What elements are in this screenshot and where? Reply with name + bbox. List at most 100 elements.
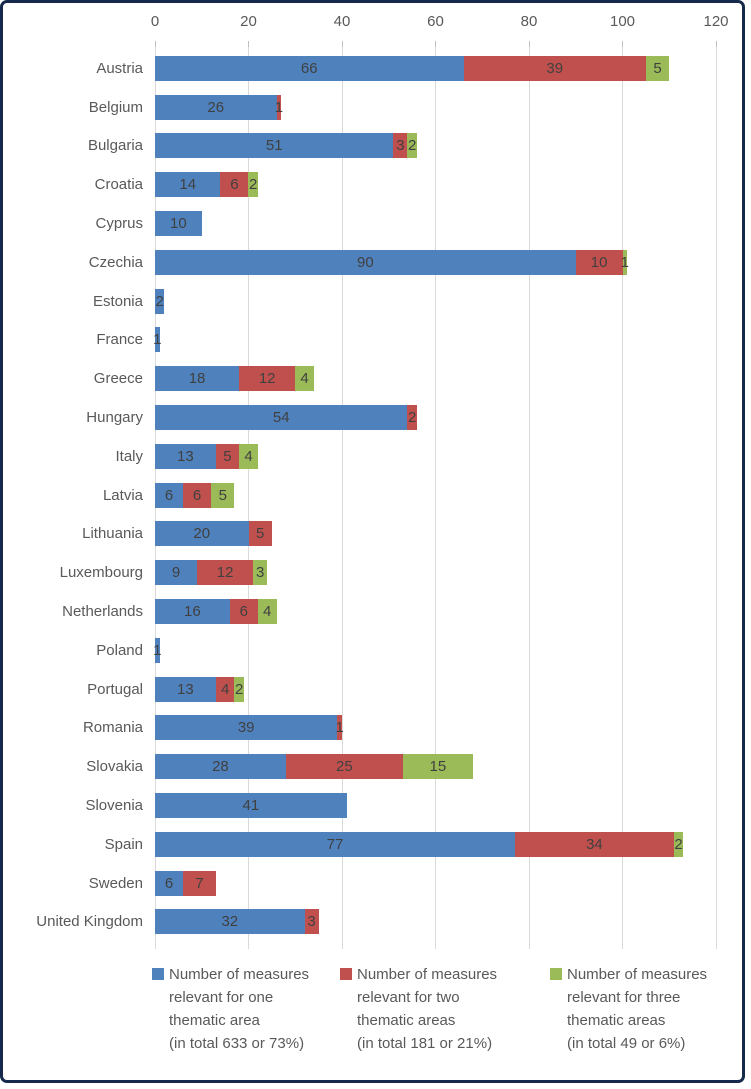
- bar-value-label: 6: [164, 874, 174, 892]
- bar-track: 18 12 4: [155, 366, 716, 392]
- bar-value-label: 41: [242, 797, 260, 815]
- category-label: Belgium: [88, 98, 143, 116]
- table-row: Lithuania 20 5: [3, 515, 716, 554]
- bar-value-label: 2: [155, 292, 164, 310]
- bar-segment: 77: [155, 831, 515, 857]
- bar-value-label: 5: [653, 59, 662, 77]
- bar-value-label: 10: [170, 215, 187, 233]
- bar-track: 16 6 4: [155, 599, 716, 625]
- category-label: Romania: [82, 719, 143, 737]
- bar-segment: 12: [239, 366, 296, 392]
- bar-segment: 66: [155, 55, 464, 81]
- bar-value-label: 34: [586, 835, 603, 853]
- bar-value-label: 10: [590, 253, 608, 271]
- gridline: [528, 47, 530, 949]
- bar-segment: 25: [285, 754, 403, 780]
- bar-value-label: 7: [195, 874, 204, 892]
- axis-tick-mark: [622, 41, 623, 47]
- bar-rows: Austria 66 39 5 Belgium 26 1 Bulgaria 51 3 2 Croati…: [3, 49, 716, 941]
- bar-track: 28 25 15: [155, 754, 716, 780]
- bar-value-label: 25: [335, 758, 353, 776]
- bar-value-label: 6: [164, 486, 174, 504]
- category-label: Cyprus: [95, 215, 143, 233]
- table-row: Italy 13 5 4: [3, 437, 716, 476]
- bar-value-label: 20: [193, 525, 211, 543]
- table-row: Austria 66 39 5: [3, 49, 716, 88]
- table-row: Estonia 2: [3, 282, 716, 321]
- bar-segment: 5: [211, 482, 235, 508]
- bar-segment: 54: [155, 405, 408, 431]
- bar-value-label: 5: [223, 447, 232, 465]
- table-row: Hungary 54 2: [3, 398, 716, 437]
- bar-value-label: 4: [263, 603, 272, 621]
- x-axis-tick-label: 120: [703, 13, 729, 30]
- bar-segment: 9: [155, 560, 198, 586]
- table-row: Croatia 14 6 2: [3, 165, 716, 204]
- table-row: United Kingdom 32 3: [3, 903, 716, 942]
- bar-track: 1: [153, 637, 716, 663]
- category-label: Sweden: [88, 874, 143, 892]
- table-row: France 1: [3, 321, 716, 360]
- legend-label-line: Number of measures: [357, 966, 498, 983]
- bar-value-label: 51: [265, 137, 283, 155]
- category-label: Luxembourg: [59, 564, 143, 582]
- category-label: Italy: [115, 447, 143, 465]
- bar-segment: 2: [234, 676, 244, 702]
- bar-value-label: 1: [620, 253, 630, 271]
- bar-value-label: 2: [407, 137, 417, 155]
- legend-swatch: [550, 968, 562, 980]
- bar-value-label: 54: [272, 409, 290, 427]
- bar-track: 32 3: [155, 909, 716, 935]
- bar-value-label: 3: [396, 137, 405, 155]
- bar-segment: 1: [620, 249, 630, 275]
- bar-value-label: 1: [274, 98, 284, 116]
- bar-segment: 2: [673, 831, 684, 857]
- category-label: Portugal: [87, 680, 143, 698]
- axis-tick-mark: [341, 41, 343, 47]
- table-row: Romania 39 1: [3, 709, 716, 748]
- bar-segment: 16: [155, 599, 230, 625]
- bar-value-label: 2: [234, 680, 244, 698]
- bar-segment: 51: [155, 133, 394, 159]
- bar-value-label: 4: [220, 680, 230, 698]
- bar-segment: 3: [393, 133, 408, 159]
- category-label: Estonia: [92, 292, 143, 310]
- bar-segment: 18: [155, 366, 240, 392]
- bar-track: 51 3 2: [155, 133, 716, 159]
- bar-segment: 15: [402, 754, 473, 780]
- legend: Number of measures relevant for one themat…: [152, 963, 742, 1055]
- bar-segment: 5: [215, 443, 240, 469]
- category-label: Lithuania: [82, 525, 143, 543]
- table-row: Bulgaria 51 3 2: [3, 127, 716, 166]
- bar-value-label: 5: [256, 525, 265, 543]
- legend-label-line: relevant for one: [169, 989, 274, 1006]
- bar-value-label: 1: [335, 719, 344, 737]
- bar-track: 13 4 2: [155, 676, 716, 702]
- bar-segment: 26: [155, 94, 277, 120]
- bar-value-label: 32: [221, 913, 239, 931]
- table-row: Cyprus 10: [3, 204, 716, 243]
- legend-item: Number of measures relevant for one themat…: [152, 963, 340, 1055]
- bar-track: 2: [155, 288, 716, 314]
- x-axis-tick-label: 60: [427, 13, 444, 30]
- bar-segment: 4: [239, 443, 258, 469]
- bar-segment: 2: [248, 172, 258, 198]
- x-axis: 0 20 40 60 80 100 120: [151, 13, 729, 37]
- bar-track: 13 5 4: [155, 443, 716, 469]
- bar-value-label: 14: [179, 176, 197, 194]
- bar-segment: 90: [155, 249, 576, 275]
- bar-segment: 5: [248, 521, 272, 547]
- legend-swatch: [152, 968, 164, 980]
- axis-tick-mark: [435, 41, 436, 47]
- bar-segment: 13: [155, 676, 216, 702]
- bar-segment: 32: [155, 909, 305, 935]
- table-row: Luxembourg 9 12 3: [3, 553, 716, 592]
- table-row: Spain 77 34 2: [3, 825, 716, 864]
- table-row: Poland 1: [3, 631, 716, 670]
- legend-label-line: Number of measures: [169, 966, 310, 983]
- bar-segment: 6: [183, 482, 212, 508]
- bar-segment: 20: [155, 521, 249, 547]
- table-row: Slovakia 28 25 15: [3, 747, 716, 786]
- bar-segment: 4: [257, 599, 277, 625]
